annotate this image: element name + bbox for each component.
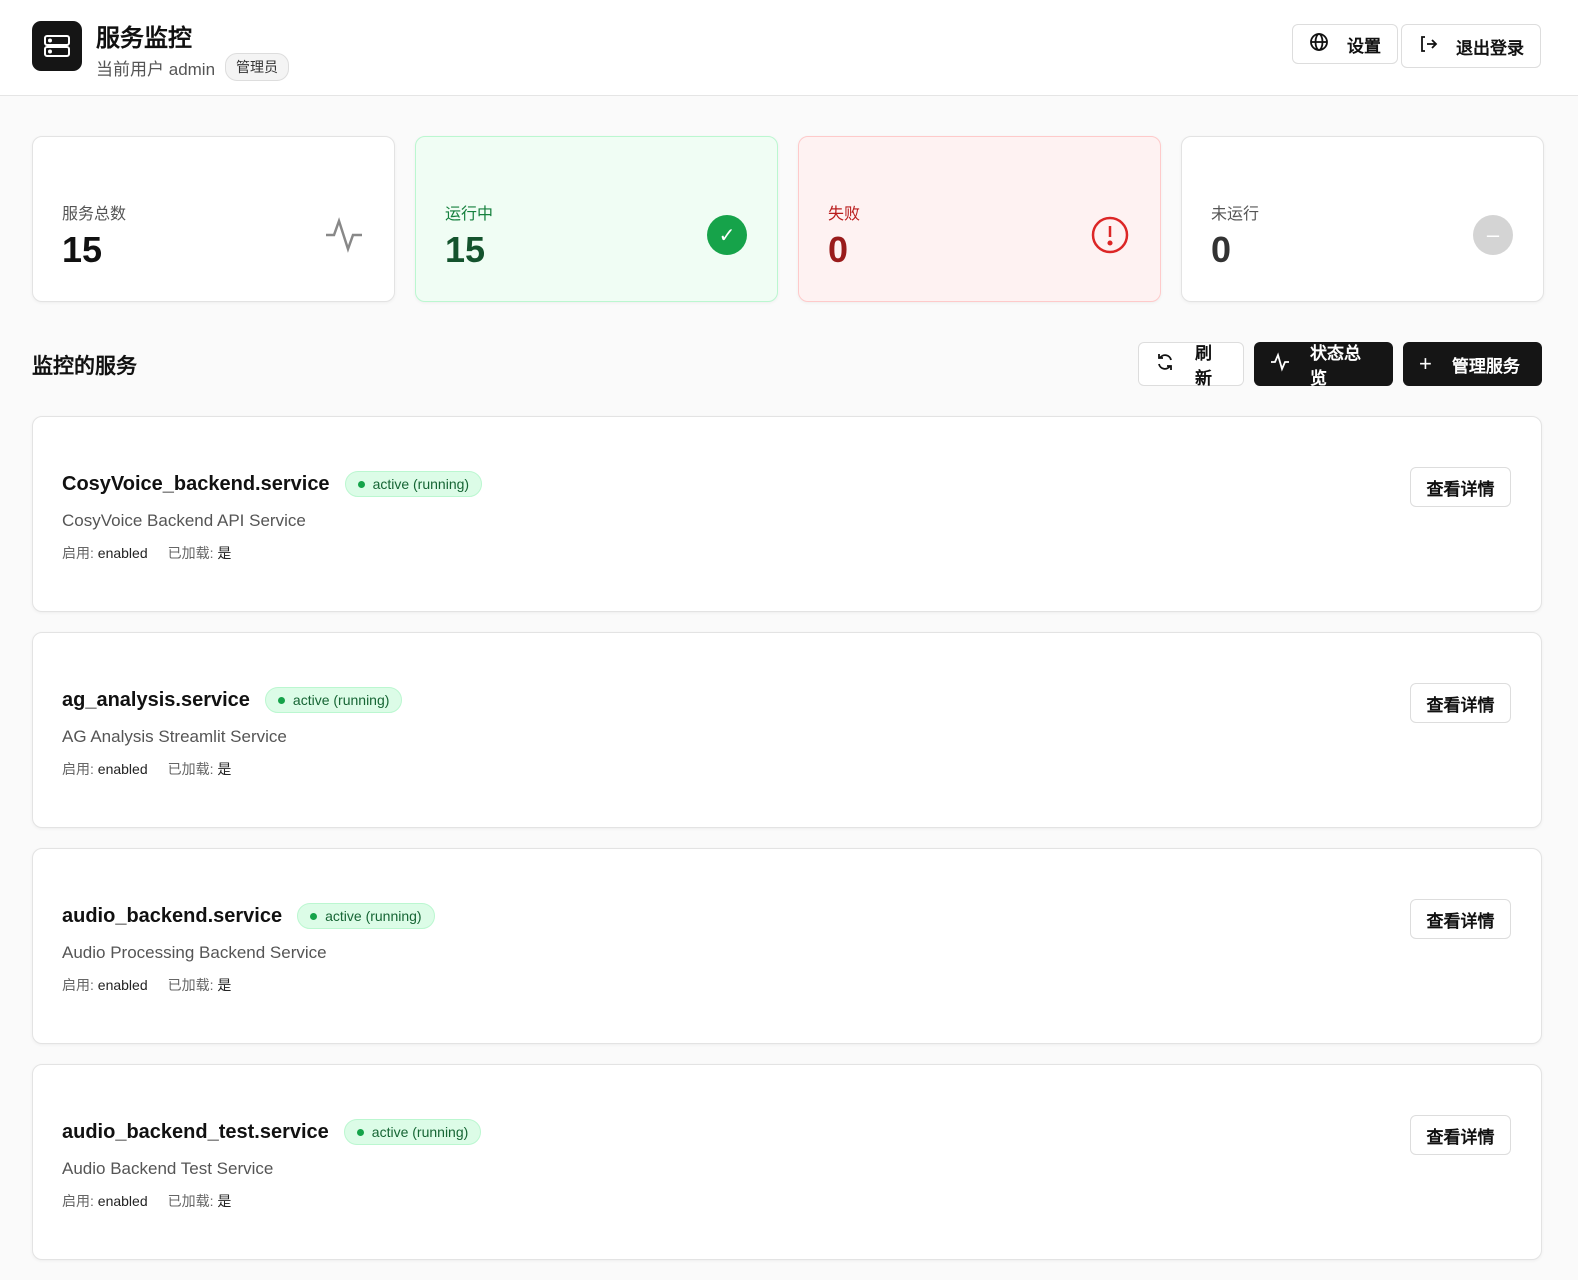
service-description: CosyVoice Backend API Service (62, 511, 306, 530)
status-dot-icon (356, 1128, 364, 1136)
overview-label: 状态总览 (1310, 344, 1361, 388)
service-name: ag_analysis.service (62, 688, 250, 711)
user-prefix: 当前用户 (96, 59, 164, 79)
service-card: audio_backend.service active (running) A… (32, 848, 1542, 1044)
service-name: audio_backend_test.service (62, 1120, 329, 1143)
app-header: 服务监控 当前用户 admin 管理员 设置 退出登录 (0, 0, 1578, 96)
status-text: active (running) (371, 1124, 469, 1140)
server-icon (32, 21, 82, 71)
enabled-label: 启用: (62, 1193, 94, 1209)
service-meta: 启用: enabled 已加载: 是 (62, 759, 231, 779)
service-description: Audio Processing Backend Service (62, 943, 327, 962)
service-description: AG Analysis Streamlit Service (62, 727, 287, 746)
loaded-value: 是 (217, 761, 232, 777)
stat-inactive: 未运行 0 – (1181, 136, 1544, 302)
enabled-label: 启用: (62, 545, 94, 561)
activity-icon (1270, 351, 1290, 377)
view-details-button[interactable]: 查看详情 (1410, 467, 1511, 507)
logout-button[interactable]: 退出登录 (1401, 24, 1541, 68)
loaded-value: 是 (217, 1193, 232, 1209)
loaded-label: 已加载: (167, 545, 214, 561)
loaded-label: 已加载: (167, 1193, 214, 1209)
settings-label: 设置 (1347, 36, 1381, 56)
activity-icon (324, 215, 364, 255)
service-card: audio_backend_test.service active (runni… (32, 1064, 1542, 1260)
enabled-label: 启用: (62, 761, 94, 777)
stat-value: 0 (828, 229, 849, 270)
manage-label: 管理服务 (1451, 356, 1520, 376)
service-card: CosyVoice_backend.service active (runnin… (32, 416, 1542, 612)
status-badge: active (running) (297, 903, 435, 929)
username: admin (168, 59, 216, 79)
stat-value: 15 (62, 229, 103, 270)
view-details-button[interactable]: 查看详情 (1410, 1115, 1511, 1155)
globe-icon (1309, 32, 1329, 57)
enabled-value: enabled (97, 761, 148, 777)
settings-button[interactable]: 设置 (1292, 24, 1398, 64)
status-overview-button[interactable]: 状态总览 (1254, 342, 1393, 388)
user-info: 当前用户 admin 管理员 (96, 53, 290, 81)
loaded-label: 已加载: (167, 761, 214, 777)
service-meta: 启用: enabled 已加载: 是 (62, 975, 231, 995)
stat-total: 服务总数 15 (32, 136, 395, 302)
check-circle-icon: ✓ (707, 215, 747, 255)
stat-label: 失败 (828, 206, 861, 223)
stat-value: 15 (445, 229, 486, 270)
refresh-label: 刷新 (1195, 344, 1212, 388)
service-name: audio_backend.service (62, 904, 283, 927)
role-badge: 管理员 (225, 53, 290, 81)
status-dot-icon (310, 912, 318, 920)
loaded-label: 已加载: (167, 977, 214, 993)
service-card: ag_analysis.service active (running) AG … (32, 632, 1542, 828)
status-dot-icon (277, 696, 285, 704)
logout-label: 退出登录 (1456, 38, 1524, 58)
refresh-icon (1155, 352, 1175, 377)
manage-services-button[interactable]: + 管理服务 (1403, 342, 1542, 386)
status-badge: active (running) (343, 1119, 482, 1145)
loaded-value: 是 (217, 977, 232, 993)
status-dot-icon (357, 480, 365, 488)
service-list: CosyVoice_backend.service active (runnin… (32, 416, 1542, 1280)
view-details-button[interactable]: 查看详情 (1410, 683, 1511, 723)
stat-failed: 失败 0 (798, 136, 1161, 302)
page-title: 服务监控 (96, 25, 192, 52)
status-text: active (running) (292, 692, 390, 708)
service-meta: 启用: enabled 已加载: 是 (62, 1191, 231, 1211)
status-badge: active (running) (344, 471, 483, 497)
stat-label: 服务总数 (62, 206, 127, 223)
enabled-label: 启用: (62, 977, 94, 993)
stat-label: 运行中 (445, 206, 494, 223)
stat-label: 未运行 (1211, 206, 1260, 223)
status-text: active (running) (325, 908, 422, 924)
stat-value: 0 (1211, 229, 1232, 270)
view-details-button[interactable]: 查看详情 (1410, 899, 1511, 939)
plus-icon: + (1419, 351, 1432, 376)
service-description: Audio Backend Test Service (62, 1159, 274, 1178)
status-badge: active (running) (264, 687, 403, 713)
section-title: 监控的服务 (32, 355, 137, 378)
loaded-value: 是 (217, 545, 232, 561)
enabled-value: enabled (97, 545, 148, 561)
status-text: active (running) (372, 476, 470, 492)
alert-circle-icon (1090, 215, 1130, 255)
enabled-value: enabled (97, 1193, 148, 1209)
enabled-value: enabled (97, 977, 148, 993)
stat-running: 运行中 15 ✓ (415, 136, 778, 302)
minus-circle-icon: – (1473, 215, 1513, 255)
service-meta: 启用: enabled 已加载: 是 (62, 543, 231, 563)
stats-row: 服务总数 15 运行中 15 ✓ 失败 0 未运行 0 – (32, 136, 1544, 302)
logout-icon (1418, 34, 1438, 59)
refresh-button[interactable]: 刷新 (1138, 342, 1244, 388)
service-name: CosyVoice_backend.service (62, 472, 330, 495)
